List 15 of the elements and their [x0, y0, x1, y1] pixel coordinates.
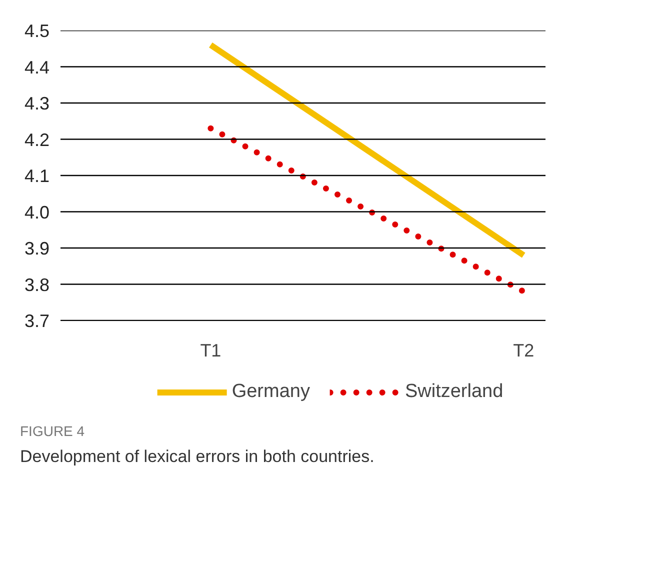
legend-label: Switzerland: [404, 381, 504, 403]
text: Development of lexical errors in both countries.: [20, 446, 374, 468]
y-tick-label: 4.3: [24, 94, 50, 114]
x-tick-label: T2: [513, 340, 534, 360]
y-tick-label: 4.4: [24, 57, 50, 78]
y-tick-label: 4.2: [24, 130, 50, 150]
y-tick-label: 4.1: [24, 166, 50, 186]
legend-label: Germany: [232, 381, 310, 403]
y-tick-label: 3.9: [24, 238, 50, 258]
y-tick-label: 3.8: [24, 274, 50, 295]
y-tick-label: 3.7: [24, 311, 50, 331]
y-tick-label: 4.5: [24, 21, 50, 41]
x-tick-label: T1: [200, 340, 222, 360]
caption: FIGURE 4: [20, 422, 85, 441]
y-tick-label: 4.0: [24, 202, 50, 222]
